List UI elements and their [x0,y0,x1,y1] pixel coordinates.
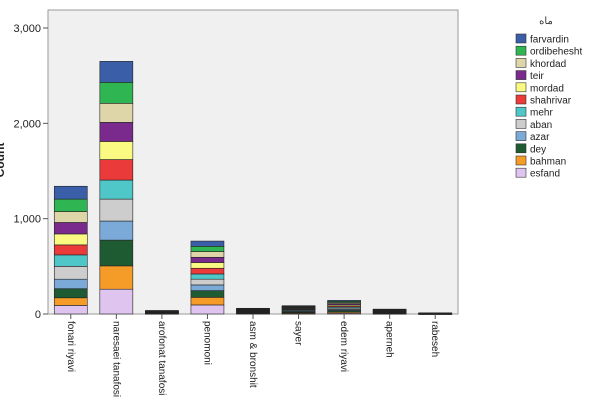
legend-label-khordad: khordad [530,59,566,70]
x-tick-label: fonari riyavi [65,321,76,372]
bar-segment-bahman [190,297,225,306]
bar-segment-aban [99,198,134,222]
y-tick-label: 1,000 [13,214,41,226]
bar-segment-teir [99,122,134,142]
legend-swatch-mehr [515,106,527,117]
bar-segment-mordad [53,233,88,246]
bar-segment-shahrivar [53,244,88,256]
legend-label-ordibehesht: ordibehesht [530,47,582,58]
legend-label-shahrivar: shahrivar [530,96,572,107]
bar-segment-aban [53,266,88,280]
bar-segment-farvardin [418,312,453,314]
bar-segment-mordad [99,141,134,160]
bar-segment-dey [53,288,88,299]
bar-segment-esfand [190,304,225,315]
legend-swatch-farvardin [515,33,527,44]
legend-swatch-dey [515,143,527,154]
legend-label-esfand: esfand [530,169,560,180]
bar-segment-teir [190,256,225,263]
bar-segment-dey [190,290,225,298]
legend-swatch-esfand [515,167,527,178]
bar-segment-farvardin [236,307,270,310]
legend-swatch-khordad [515,58,527,68]
bar-segment-ordibehesht [190,246,225,252]
legend-label-azar: azar [530,132,550,143]
bar-segment-bahman [53,297,88,306]
bar-segment-azar [53,278,88,290]
y-tick-label: 3,000 [13,23,41,35]
x-tick-label: edem riyavi [338,321,349,372]
bar-segment-shahrivar [99,159,134,181]
legend-swatch-shahrivar [515,94,527,105]
y-tick-label: 2,000 [13,118,41,130]
bar-segment-esfand [53,305,88,315]
legend-label-bahman: bahman [530,157,566,168]
y-tick-label: 0 [35,309,41,321]
x-tick-label: aperneh [384,321,395,358]
legend-label-teir: teir [530,71,545,82]
legend-swatch-azar [515,131,527,141]
legend-swatch-ordibehesht [515,45,527,56]
bar-segment-farvardin [145,310,179,312]
legend-label-mordad: mordad [530,83,564,94]
legend-swatch-aban [515,119,527,129]
bar-segment-mordad [190,262,225,269]
bar-segment-esfand [99,288,134,315]
bar-segment-azar [99,220,134,241]
legend-label-aban: aban [530,120,552,131]
bar-segment-shahrivar [190,267,225,275]
bar-segment-farvardin [327,300,361,302]
bar-segment-farvardin [372,308,407,311]
bar-segment-farvardin [190,240,225,247]
bar-segment-khordad [99,103,134,123]
x-tick-label: rabeseh [429,321,440,357]
legend-label-farvardin: farvardin [530,35,569,46]
bar-segment-azar [190,284,225,291]
legend-title: ماه [539,16,553,27]
x-tick-label: sayer [293,321,304,346]
x-tick-label: asm & bronshit [247,321,258,388]
bar-segment-farvardin [53,185,88,200]
bar-segment-mehr [190,273,225,280]
legend-swatch-bahman [515,155,527,166]
legend-label-mehr: mehr [530,108,553,119]
bar-segment-mehr [53,254,88,267]
bar-segment-aban [190,278,225,286]
legend-swatch-teir [515,70,527,80]
bar-segment-teir [53,222,88,235]
bar-segment-khordad [53,211,88,223]
x-tick-label: penomoni [201,321,212,365]
x-tick-label: arofonat tanafosi [156,321,167,396]
bar-segment-ordibehesht [53,198,88,212]
bar-segment-khordad [190,251,225,258]
bar-segment-farvardin [281,305,316,307]
bar-segment-farvardin [99,61,134,83]
legend-swatch-mordad [515,82,527,93]
x-tick-label: naresaei tanafosi [110,321,121,397]
y-axis-title: Count [0,143,7,178]
bar-segment-dey [99,239,134,267]
bar-segment-mehr [99,179,134,200]
bar-segment-ordibehesht [99,82,134,104]
legend-label-dey: dey [530,144,546,155]
bar-segment-bahman [99,265,134,290]
